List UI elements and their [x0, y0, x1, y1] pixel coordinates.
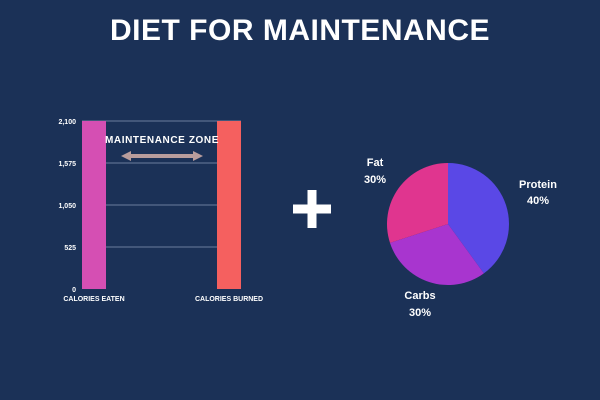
- slice-label: Fat: [367, 157, 384, 169]
- slice-percent-label: 30%: [364, 174, 386, 186]
- y-tick-label: 1,575: [58, 161, 76, 168]
- y-tick-label: 525: [64, 245, 76, 252]
- pie-slice: [389, 224, 484, 285]
- bar: [82, 121, 106, 289]
- pie-slice: [448, 163, 509, 274]
- y-tick-label: 0: [72, 287, 76, 294]
- bar: [217, 121, 241, 289]
- arrow-head-left: [121, 151, 131, 161]
- pie-slice: [387, 163, 448, 243]
- pie-chart: Protein 40% Carbs 30% Fat 30%: [364, 157, 557, 319]
- slice-percent-label: 30%: [409, 307, 431, 319]
- slice-percent-label: 40%: [527, 195, 549, 207]
- x-tick-label: CALORIES BURNED: [195, 296, 263, 303]
- bar-chart: 0 525 1,050 1,575 2,100 CALORIES EATEN CALORIE…: [58, 119, 263, 303]
- plus-vertical: [307, 190, 317, 228]
- annotation-label: MAINTENANCE ZONE: [105, 135, 219, 146]
- slice-label: Carbs: [404, 290, 435, 302]
- page-title: DIET FOR MAINTENANCE: [110, 14, 490, 47]
- slice-label: Protein: [519, 179, 557, 191]
- x-tick-label: CALORIES EATEN: [63, 296, 124, 303]
- y-tick-label: 2,100: [58, 119, 76, 126]
- maintenance-arrow: [121, 151, 203, 161]
- y-tick-label: 1,050: [58, 203, 76, 210]
- plus-icon: [293, 190, 331, 228]
- arrow-head-right: [193, 151, 203, 161]
